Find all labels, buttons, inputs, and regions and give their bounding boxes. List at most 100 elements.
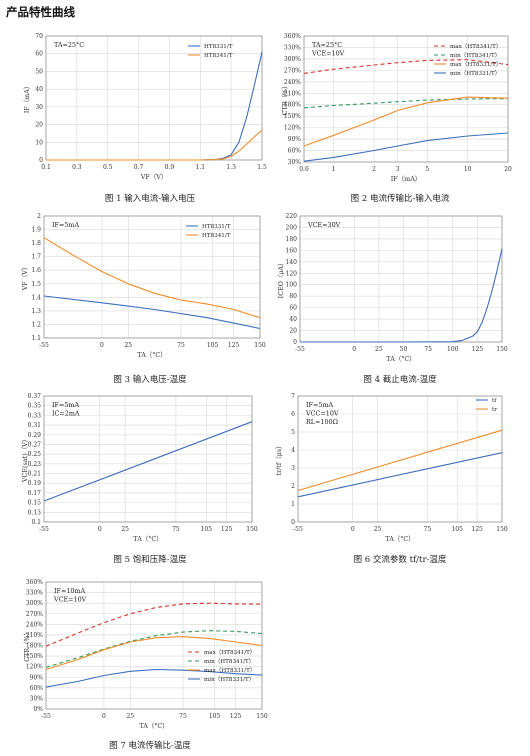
y-tick-label: 160 <box>286 247 298 254</box>
x-tick-label: 75 <box>179 713 187 720</box>
y-tick-label: 0.29 <box>28 432 42 439</box>
y-tick-label: 4 <box>291 447 295 454</box>
legend-label: min（HT8331/T） <box>204 676 254 683</box>
caption-fig1: 图 1 输入电流-输入电压 <box>104 194 196 204</box>
x-tick-label: 125 <box>221 526 233 533</box>
y-tick-label: 1.3 <box>31 308 41 315</box>
y-tick-label: 80 <box>289 293 297 300</box>
y-tick-label: 0.31 <box>28 422 41 429</box>
y-tick-label: 330% <box>284 44 301 51</box>
series-line-1 <box>303 98 509 109</box>
x-tick-label: -55 <box>39 526 49 533</box>
legend-label: max（HT8331/T） <box>450 61 501 68</box>
x-tick-label: 1.3 <box>226 164 236 171</box>
y-axis-label: IF（mA） <box>23 83 31 113</box>
legend-label: max（HT8341/T） <box>450 43 501 50</box>
legend-label: min（HT8341/T） <box>204 658 254 665</box>
x-tick-label: 5 <box>425 166 429 173</box>
y-tick-label: 0 <box>291 519 295 526</box>
x-tick-label: 1 <box>332 166 336 173</box>
x-tick-label: -55 <box>295 346 305 353</box>
legend-label: max（HT8341/T） <box>204 649 255 656</box>
x-tick-label: 75 <box>172 526 180 533</box>
y-tick-label: 90% <box>30 674 44 681</box>
x-tick-label: 25 <box>375 346 383 353</box>
y-tick-label: 40 <box>289 316 297 323</box>
x-tick-label: 150 <box>254 342 266 349</box>
y-tick-label: 60 <box>35 51 43 58</box>
y-tick-label: 120 <box>286 270 298 277</box>
series-line-3 <box>45 668 263 688</box>
series-line-0 <box>45 602 263 647</box>
chart-ctr-vs-temp: 0% 30% 60% 90% 120% 150% 180% 210% 240% 270% 300% 3… <box>20 574 270 732</box>
legend-label: max（HT8331/T） <box>204 667 255 674</box>
x-tick-label: 20 <box>504 166 512 173</box>
y-tick-label: 30% <box>30 695 44 702</box>
y-tick-label: 150% <box>26 653 43 660</box>
annotation-text: TA=25°C <box>54 41 84 49</box>
y-tick-label: 120% <box>26 664 43 671</box>
x-tick-label: 25 <box>121 526 129 533</box>
y-tick-label: 70 <box>35 33 43 40</box>
x-tick-label: 0.9 <box>165 164 175 171</box>
x-tick-label: 25 <box>126 713 134 720</box>
y-tick-label: 30% <box>288 159 302 166</box>
series-line-1 <box>43 237 261 319</box>
caption-fig4: 图 4 截止电流-温度 <box>363 375 437 385</box>
y-tick-label: 0% <box>33 706 43 713</box>
y-tick-label: 1.9 <box>31 227 41 234</box>
y-tick-label: 60% <box>30 685 44 692</box>
y-tick-label: 0.35 <box>28 403 42 410</box>
legend: tf tr <box>476 398 497 413</box>
x-axis-label: TA（°C） <box>137 351 166 359</box>
chart-vce-sat-vs-temp: 0.1 0.13 0.15 0.17 0.19 0.21 0.23 0.25 0.27 0.29 0… <box>20 392 270 547</box>
series-line-2 <box>303 96 509 147</box>
y-tick-label: 360% <box>26 579 43 586</box>
y-tick-label: 0 <box>39 157 43 164</box>
legend: max（HT8341/T） min（HT8341/T） max（HT8331/T） m… <box>188 649 255 683</box>
legend: max（HT8341/T） min（HT8341/T） max（HT8331/T） m… <box>434 43 501 77</box>
y-tick-label: 0.33 <box>28 412 42 419</box>
x-tick-label: 25 <box>374 526 382 533</box>
y-tick-label: 20 <box>289 328 297 335</box>
y-tick-label: 0.15 <box>28 500 42 507</box>
y-tick-label: 200 <box>286 224 298 231</box>
caption-fig3: 图 3 输入电压-温度 <box>113 375 187 385</box>
x-tick-label: 125 <box>471 526 483 533</box>
y-tick-label: 180% <box>284 102 301 109</box>
series-line-0 <box>297 452 503 498</box>
x-tick-label: 150 <box>496 526 508 533</box>
y-axis-label: CTR（%） <box>23 629 31 662</box>
y-tick-label: 5 <box>291 429 295 436</box>
plot-frame <box>299 215 503 343</box>
y-tick-label: 0.17 <box>28 490 42 497</box>
x-axis-label: TA（°C） <box>385 535 414 543</box>
y-axis-label: VF（V） <box>21 264 29 291</box>
x-tick-label: 75 <box>424 526 432 533</box>
annotation-text: IF=10mA <box>54 587 86 595</box>
caption-fig7: 图 7 电流传输比-温度 <box>109 741 191 751</box>
x-tick-label: 150 <box>246 526 258 533</box>
y-tick-label: 0.13 <box>28 509 42 516</box>
y-tick-label: 60% <box>288 148 302 155</box>
chart-cutoff-current-vs-temp: 0 20 40 60 80 100 120 140 160 180 200 220 -55 0 25 50 75… <box>276 212 526 367</box>
legend-label: tf <box>492 398 497 404</box>
y-tick-label: 180% <box>26 643 43 650</box>
annotation-text: VCE=10V <box>311 50 345 58</box>
y-tick-label: 1.6 <box>31 267 41 274</box>
x-tick-label: 125 <box>230 713 242 720</box>
y-tick-label: 1.5 <box>31 281 41 288</box>
x-tick-label: 125 <box>472 346 484 353</box>
y-tick-label: 2 <box>291 483 295 490</box>
annotation-text: VCE=10V <box>53 596 87 604</box>
annotation-text: IF=5mA <box>306 401 333 409</box>
x-tick-label: 105 <box>207 342 219 349</box>
y-tick-label: 100 <box>286 282 298 289</box>
y-tick-label: 300% <box>284 56 301 63</box>
y-tick-label: 150% <box>284 113 301 120</box>
legend-label: min（HT8341/T） <box>450 52 500 59</box>
x-tick-label: 10 <box>464 166 472 173</box>
chart-ctr-vs-input-current: 30% 60% 90% 120% 150% 180% 210% 240% 270% 300% 330… <box>276 30 526 190</box>
x-tick-label: 0.7 <box>134 164 144 171</box>
x-tick-label: -55 <box>293 526 303 533</box>
